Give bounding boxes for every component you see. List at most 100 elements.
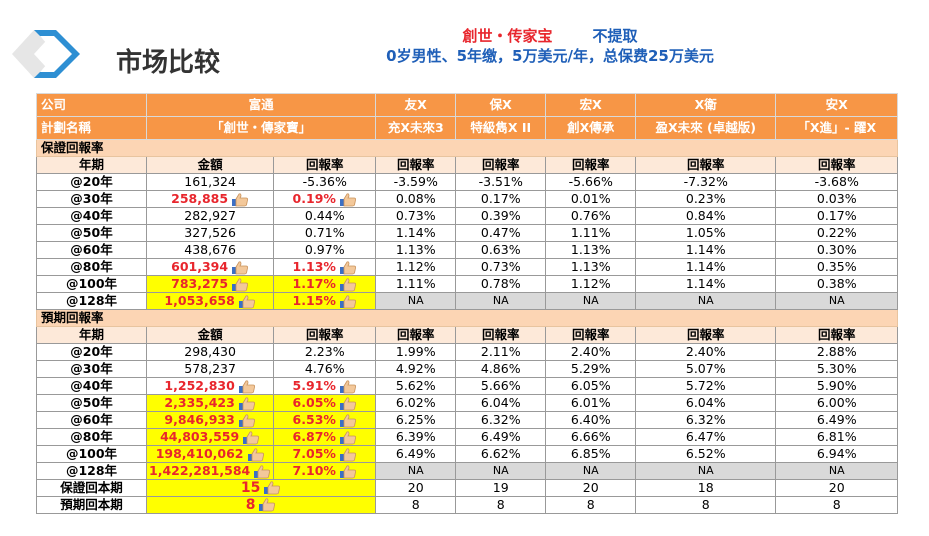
amount-cell: 601,394: [145, 258, 275, 276]
competitor-return-cell: 6.66%: [545, 428, 637, 446]
thumbs-up-icon: [339, 430, 357, 445]
competitor-return-cell: 1.14%: [635, 258, 777, 276]
thumbs-up-icon: [231, 192, 249, 207]
competitor-return-cell: -3.68%: [775, 173, 899, 191]
competitor-return-cell: 6.00%: [775, 394, 899, 412]
competitor-return-cell: 0.35%: [775, 258, 899, 276]
expected-table-row: @80年 44,803,559 6.87% 6.39% 6.49% 6.66% 6.47% 6…: [36, 428, 899, 446]
competitor-return-cell: -5.66%: [545, 173, 637, 191]
col-return-header: 回報率: [273, 326, 377, 344]
col-amount-header: 金額: [145, 326, 275, 344]
competitor-return-cell: 0.84%: [635, 207, 777, 225]
competitor-return-cell: 6.04%: [635, 394, 777, 412]
competitor-return-cell: 0.23%: [635, 190, 777, 208]
guaranteed-table-row: @40年 282,927 0.44% 0.73% 0.39% 0.76% 0.84% 0.17…: [36, 207, 899, 225]
amount-cell: 298,430: [145, 343, 275, 361]
year-cell: @20年: [36, 343, 147, 361]
competitor-return-cell: 5.29%: [545, 360, 637, 378]
competitor-return-cell: 1.13%: [375, 241, 457, 259]
competitor-return-cell: 1.14%: [375, 224, 457, 242]
section-label: 預期回報率: [35, 309, 899, 327]
guaranteed-table-row: @30年 258,885 0.19% 0.08% 0.17% 0.01% 0.23% 0.03…: [36, 190, 899, 208]
return-cell: 5.91%: [273, 377, 377, 395]
competitor-return-cell: NA: [455, 292, 547, 310]
amount-cell: 198,410,062: [145, 445, 275, 463]
competitor-return-cell: 0.73%: [455, 258, 547, 276]
col-year-header: 年期: [36, 326, 147, 344]
competitor-return-cell: 1.11%: [375, 275, 457, 293]
amount-cell: 9,846,933: [145, 411, 275, 429]
thumbs-up-icon: [238, 396, 256, 411]
competitor-return-cell: -3.51%: [455, 173, 547, 191]
competitor-return-cell: 5.30%: [775, 360, 899, 378]
competitor-return-cell: 1.05%: [635, 224, 777, 242]
company-header-row: 公司 富通 友X 保X 宏X X衛 安X: [36, 93, 899, 117]
thumbs-up-icon: [263, 481, 281, 495]
plan-name: 「創世・傳家寶」: [145, 116, 377, 140]
breakeven-value: 8: [545, 496, 637, 514]
logo-chevron: [4, 22, 88, 86]
year-cell: @30年: [36, 360, 147, 378]
thumbs-up-icon: [339, 260, 357, 275]
breakeven-value: 8: [455, 496, 547, 514]
year-cell: @60年: [36, 241, 147, 259]
plan-name: 創X傳承: [545, 116, 637, 140]
breakeven-value: 8: [375, 496, 457, 514]
competitor-return-cell: 0.22%: [775, 224, 899, 242]
thumbs-up-icon: [253, 464, 271, 479]
col-return-header: 回報率: [545, 326, 637, 344]
thumbs-up-icon: [231, 277, 249, 292]
return-cell: 7.10%: [273, 462, 377, 480]
competitor-return-cell: 1.14%: [635, 241, 777, 259]
thumbs-up-icon: [238, 379, 256, 394]
comparison-table: 公司 富通 友X 保X 宏X X衛 安X 計劃名稱 「創世・傳家寶」 充X未來3 特級雋X II 創X…: [35, 93, 899, 514]
year-cell: @80年: [36, 428, 147, 446]
subtitle: 創世・传家宝 不提取 0岁男性、5年缴，5万美元/年，总保费25万美元: [330, 26, 770, 66]
company-name: 友X: [375, 93, 457, 117]
col-return-header: 回報率: [455, 326, 547, 344]
competitor-return-cell: 0.47%: [455, 224, 547, 242]
competitor-return-cell: 6.32%: [455, 411, 547, 429]
col-return-header: 回報率: [635, 326, 777, 344]
competitor-return-cell: 2.88%: [775, 343, 899, 361]
competitor-return-cell: NA: [545, 462, 637, 480]
competitor-return-cell: 1.14%: [635, 275, 777, 293]
guaranteed-section-header: 保證回報率: [35, 139, 899, 157]
competitor-return-cell: NA: [375, 292, 457, 310]
return-cell: 7.05%: [273, 445, 377, 463]
competitor-return-cell: 1.13%: [545, 241, 637, 259]
breakeven-fortis: 8: [145, 496, 377, 514]
col-return-header: 回報率: [545, 156, 637, 174]
competitor-return-cell: 0.63%: [455, 241, 547, 259]
col-return-header: 回報率: [775, 156, 899, 174]
thumbs-up-icon: [238, 294, 256, 309]
competitor-return-cell: 2.40%: [545, 343, 637, 361]
year-cell: @80年: [36, 258, 147, 276]
competitor-return-cell: NA: [545, 292, 637, 310]
competitor-return-cell: 5.62%: [375, 377, 457, 395]
company-name: 安X: [775, 93, 899, 117]
breakeven-row: 保證回本期 15 20 19 20 18 20: [36, 479, 899, 497]
amount-cell: 783,275: [145, 275, 275, 293]
thumbs-up-icon: [339, 413, 357, 428]
competitor-return-cell: 0.17%: [775, 207, 899, 225]
competitor-return-cell: 6.81%: [775, 428, 899, 446]
competitor-return-cell: 6.39%: [375, 428, 457, 446]
competitor-return-cell: 2.40%: [635, 343, 777, 361]
year-cell: @60年: [36, 411, 147, 429]
company-name: X衛: [635, 93, 777, 117]
return-cell: 0.71%: [273, 224, 377, 242]
competitor-return-cell: 0.39%: [455, 207, 547, 225]
return-cell: 2.23%: [273, 343, 377, 361]
page-title: 市场比较: [116, 48, 221, 78]
return-cell: 0.19%: [273, 190, 377, 208]
competitor-return-cell: 5.90%: [775, 377, 899, 395]
plan-name: 特級雋X II: [455, 116, 547, 140]
plan-header-row: 計劃名稱 「創世・傳家寶」 充X未來3 特級雋X II 創X傳承 盈X未來 (卓越版) 「X…: [36, 116, 899, 140]
plan-name: 充X未來3: [375, 116, 457, 140]
competitor-return-cell: 1.11%: [545, 224, 637, 242]
breakeven-fortis: 15: [145, 479, 377, 497]
competitor-return-cell: 0.17%: [455, 190, 547, 208]
competitor-return-cell: 2.11%: [455, 343, 547, 361]
thumbs-up-icon: [339, 294, 357, 309]
